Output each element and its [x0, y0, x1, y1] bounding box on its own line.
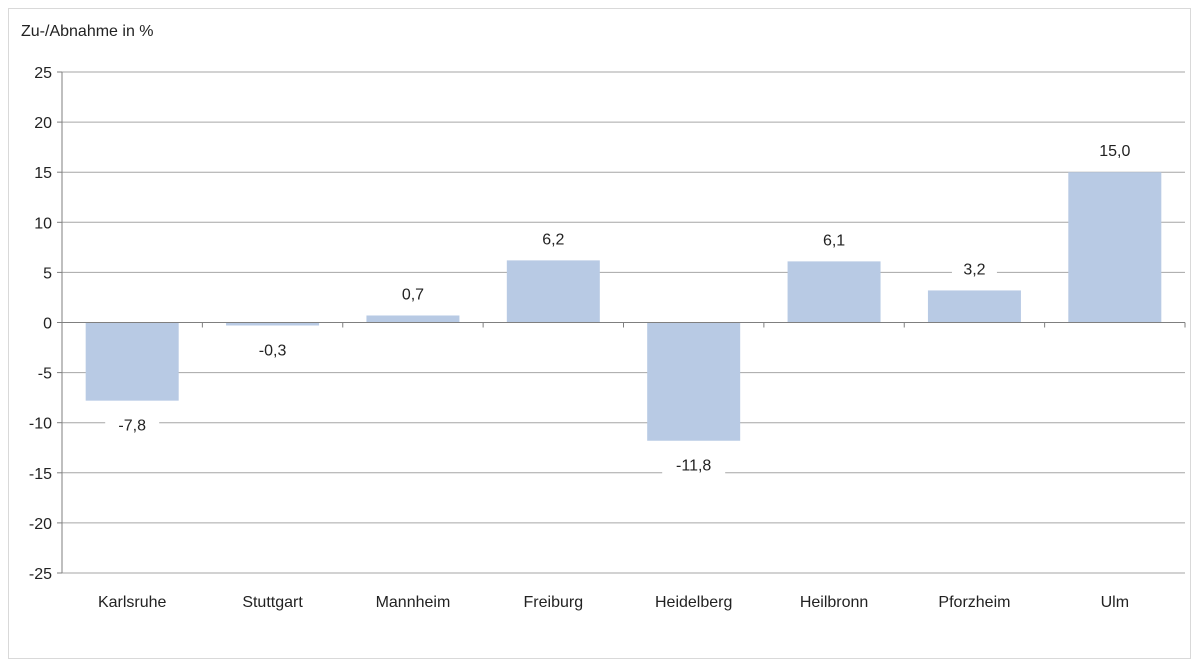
data-label: 6,1: [823, 232, 845, 249]
data-label-bg: [811, 226, 857, 253]
data-label: 3,2: [963, 261, 985, 278]
bar-freiburg: [506, 260, 600, 323]
chart-frame: [8, 8, 1191, 659]
data-label: -7,8: [118, 418, 146, 435]
y-tick-label: -10: [29, 416, 52, 433]
category-label: Karlsruhe: [98, 594, 167, 611]
data-label: 15,0: [1099, 143, 1130, 160]
category-label: Mannheim: [376, 594, 451, 611]
data-label-bg: [1087, 137, 1142, 164]
category-label: Ulm: [1101, 594, 1129, 611]
y-tick-label: -20: [29, 516, 52, 533]
bar-pforzheim: [927, 290, 1021, 323]
bar-heidelberg: [647, 322, 741, 441]
data-label-bg: [390, 280, 436, 307]
y-tick-label: -25: [29, 566, 52, 583]
y-tick-label: 0: [43, 316, 52, 333]
bar-mannheim: [366, 315, 460, 323]
y-tick-label: 20: [34, 115, 52, 132]
data-label-bg: [105, 411, 160, 438]
data-label: 0,7: [402, 286, 424, 303]
bar-ulm: [1068, 172, 1162, 323]
category-label: Pforzheim: [938, 594, 1010, 611]
bars: [85, 172, 1162, 441]
category-label: Heidelberg: [655, 594, 732, 611]
gridlines: [62, 71, 1185, 574]
data-label: 6,2: [542, 231, 564, 248]
data-label-bg: [245, 336, 300, 363]
category-label: Freiburg: [524, 594, 584, 611]
data-label-bg: [662, 451, 726, 478]
labels: 25 20 15 10 5 0 -5 -10 -15 -20 -25 -7,8 Karlsruhe -0,…: [29, 65, 1142, 611]
category-label: Heilbronn: [800, 594, 868, 611]
bar-stuttgart: [226, 322, 320, 326]
bar-karlsruhe: [85, 322, 179, 401]
y-tick-label: 5: [43, 265, 52, 282]
category-label: Stuttgart: [242, 594, 303, 611]
data-label: -11,8: [676, 458, 711, 475]
axes: [57, 71, 1186, 574]
y-tick-label: 15: [34, 165, 52, 182]
bar-heilbronn: [787, 261, 881, 323]
y-tick-label: -5: [38, 366, 52, 383]
y-axis-label: Zu-/Abnahme in %: [21, 23, 154, 40]
y-tick-label: -15: [29, 466, 52, 483]
y-tick-label: 10: [34, 215, 52, 232]
data-label-bg: [951, 255, 997, 282]
data-label: -0,3: [259, 343, 287, 360]
data-label-bg: [530, 225, 576, 252]
y-tick-label: 25: [34, 65, 52, 82]
